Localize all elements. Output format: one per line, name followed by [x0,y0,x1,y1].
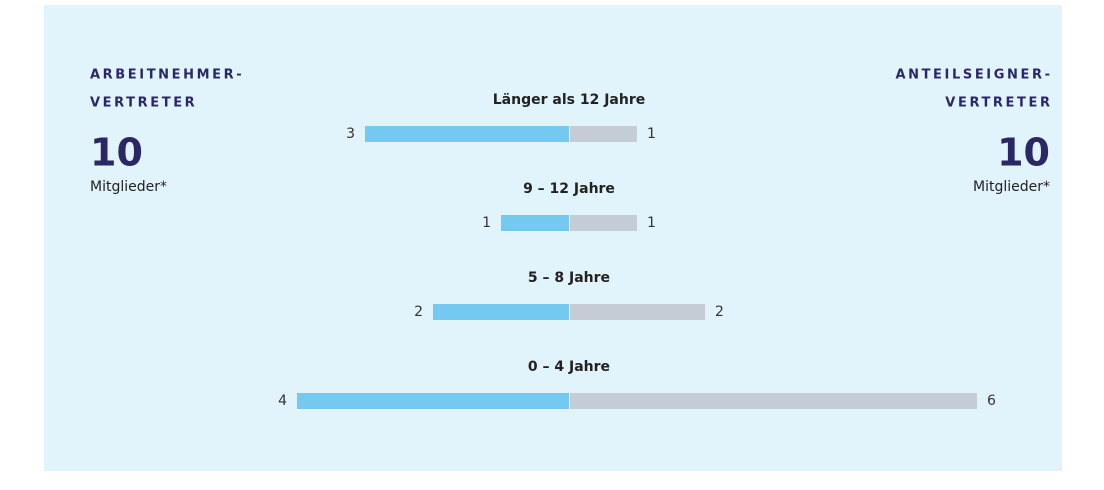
value-label: 6 [987,393,996,409]
category-label: 0 – 4 Jahre [528,359,610,375]
bar [297,393,569,409]
value-label: 3 [346,126,355,142]
value-label: 2 [414,304,423,320]
series-heading: ANTEILSEIGNER- [895,68,1052,83]
bar [570,393,977,409]
series-total: 10 [997,131,1050,175]
value-label: 1 [647,215,656,231]
series-heading: VERTRETER [945,96,1052,111]
value-label: 1 [647,126,656,142]
bar [501,215,569,231]
value-label: 1 [482,215,491,231]
series-heading: ARBEITNEHMER- [90,68,244,83]
series-total: 10 [90,131,143,175]
bar [570,126,637,142]
category-label: 9 – 12 Jahre [523,181,615,197]
bar [433,304,569,320]
value-label: 4 [278,393,287,409]
bar [365,126,569,142]
series-total-label: Mitglieder* [90,179,167,195]
series-heading: VERTRETER [90,96,197,111]
category-label: 5 – 8 Jahre [528,270,610,286]
value-label: 2 [715,304,724,320]
bar [570,304,705,320]
series-total-label: Mitglieder* [973,179,1050,195]
category-label: Länger als 12 Jahre [493,92,645,108]
bar [570,215,637,231]
